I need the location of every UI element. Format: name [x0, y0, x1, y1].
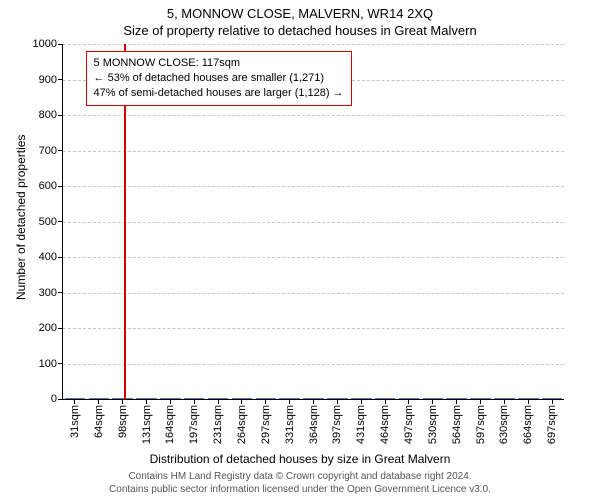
bar-slot: 264sqm — [230, 398, 254, 399]
x-tick-label: 597sqm — [475, 405, 487, 444]
x-tick-label: 297sqm — [260, 405, 272, 444]
x-tick-label: 664sqm — [522, 405, 534, 444]
bar-slot: 297sqm — [254, 398, 278, 399]
annotation-line: 5 MONNOW CLOSE: 117sqm — [94, 56, 344, 71]
bar-slot: 164sqm — [158, 398, 182, 399]
x-tick-mark — [337, 399, 338, 404]
x-tick-mark — [194, 399, 195, 404]
x-tick-mark — [528, 399, 529, 404]
x-tick-mark — [456, 399, 457, 404]
annotation-line: 47% of semi-detached houses are larger (… — [94, 86, 344, 101]
x-tick-label: 630sqm — [498, 405, 510, 444]
bar-slot: 331sqm — [278, 398, 302, 399]
bar-slot: 197sqm — [182, 398, 206, 399]
x-tick-label: 431sqm — [355, 405, 367, 444]
bar-slot: 431sqm — [349, 398, 373, 399]
footer-line-1: Contains HM Land Registry data © Crown c… — [0, 471, 600, 484]
bar-slot: 31sqm — [63, 398, 87, 399]
x-tick-label: 164sqm — [164, 405, 176, 444]
x-tick-label: 331sqm — [284, 405, 296, 444]
footer-line-2: Contains public sector information licen… — [0, 484, 600, 497]
page-title-2: Size of property relative to detached ho… — [0, 23, 600, 40]
x-tick-mark — [361, 399, 362, 404]
x-tick-label: 530sqm — [427, 405, 439, 444]
bar-slot: 497sqm — [397, 398, 421, 399]
x-axis-label: Distribution of detached houses by size … — [0, 452, 600, 466]
bar-slot: 131sqm — [135, 398, 159, 399]
x-tick-mark — [122, 399, 123, 404]
bar-slot: 597sqm — [469, 398, 493, 399]
x-tick-mark — [504, 399, 505, 404]
x-tick-mark — [218, 399, 219, 404]
x-tick-label: 697sqm — [546, 405, 558, 444]
x-tick-label: 98sqm — [117, 405, 129, 438]
x-tick-mark — [74, 399, 75, 404]
x-tick-mark — [241, 399, 242, 404]
x-tick-label: 231sqm — [212, 405, 224, 444]
x-tick-label: 397sqm — [331, 405, 343, 444]
x-tick-mark — [265, 399, 266, 404]
x-tick-mark — [146, 399, 147, 404]
x-tick-label: 131sqm — [141, 405, 153, 444]
bar-slot: 98sqm — [111, 398, 135, 399]
bar-slot: 397sqm — [325, 398, 349, 399]
x-tick-label: 64sqm — [93, 405, 105, 438]
x-tick-label: 364sqm — [308, 405, 320, 444]
bar-slot: 464sqm — [373, 398, 397, 399]
bar-slot: 64sqm — [87, 398, 111, 399]
bar-slot: 630sqm — [492, 398, 516, 399]
x-tick-mark — [170, 399, 171, 404]
footer: Contains HM Land Registry data © Crown c… — [0, 471, 600, 496]
chart-container: 5, MONNOW CLOSE, MALVERN, WR14 2XQ Size … — [0, 0, 600, 500]
x-tick-label: 264sqm — [236, 405, 248, 444]
x-tick-mark — [385, 399, 386, 404]
x-tick-label: 564sqm — [451, 405, 463, 444]
bar-slot: 364sqm — [302, 398, 326, 399]
x-tick-mark — [408, 399, 409, 404]
annotation-line: ← 53% of detached houses are smaller (1,… — [94, 71, 344, 86]
bar-slot: 530sqm — [421, 398, 445, 399]
x-tick-label: 464sqm — [379, 405, 391, 444]
bar-slot: 564sqm — [445, 398, 469, 399]
x-tick-mark — [313, 399, 314, 404]
bar-slot: 231sqm — [206, 398, 230, 399]
x-tick-mark — [432, 399, 433, 404]
annotation-box: 5 MONNOW CLOSE: 117sqm← 53% of detached … — [86, 51, 352, 106]
x-tick-mark — [480, 399, 481, 404]
x-tick-label: 497sqm — [403, 405, 415, 444]
y-axis-label: Number of detached properties — [14, 135, 28, 300]
x-tick-mark — [552, 399, 553, 404]
x-tick-label: 197sqm — [188, 405, 200, 444]
bar-slot: 664sqm — [516, 398, 540, 399]
x-tick-mark — [98, 399, 99, 404]
plot-area: 0100200300400500600700800900100031sqm64s… — [62, 44, 564, 400]
page-title-1: 5, MONNOW CLOSE, MALVERN, WR14 2XQ — [0, 0, 600, 23]
bar-slot: 697sqm — [540, 398, 564, 399]
x-tick-label: 31sqm — [69, 405, 81, 438]
x-tick-mark — [289, 399, 290, 404]
